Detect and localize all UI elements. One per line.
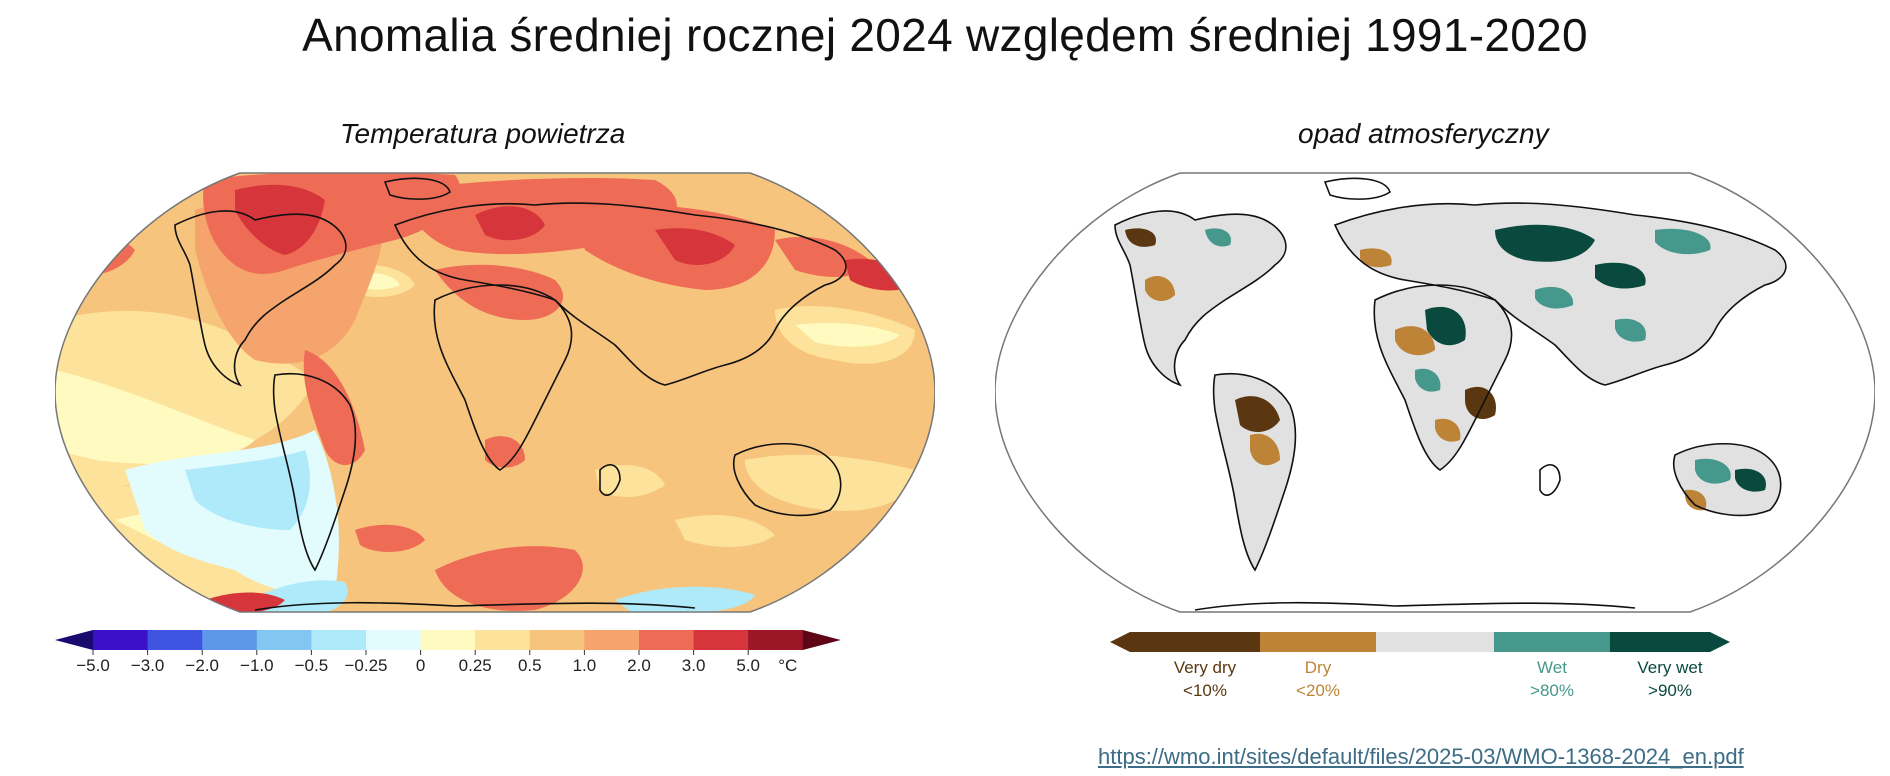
colorbar-tick-label: −3.0 xyxy=(131,656,165,675)
colorbar-tick-label: −5.0 xyxy=(76,656,110,675)
colorbar-tick-label: −1.0 xyxy=(240,656,274,675)
wet-label: Wet xyxy=(1537,658,1567,677)
continent-outlines-right xyxy=(1114,177,1787,611)
temperature-colorbar: −5.0 −3.0 −2.0 −1.0 −0.5 −0.25 0 0.25 0.5 1.0 2.0 3… xyxy=(55,630,841,675)
colorbar-swatch xyxy=(366,630,422,650)
wet-threshold: >80% xyxy=(1530,681,1574,700)
colorbar-swatch xyxy=(147,630,203,650)
dry-swatch xyxy=(1260,632,1376,652)
colorbar-swatch xyxy=(475,630,531,650)
colorbar-swatch xyxy=(93,630,149,650)
temperature-map-subtitle: Temperatura powietrza xyxy=(340,118,626,149)
colorbar-tick-label: 3.0 xyxy=(682,656,706,675)
colorbar-unit: °C xyxy=(778,656,797,675)
colorbar-swatch xyxy=(311,630,367,650)
colorbar-swatch xyxy=(639,630,695,650)
very-wet-label: Very wet xyxy=(1637,658,1702,677)
colorbar-tick-label: −0.5 xyxy=(295,656,329,675)
colorbar-swatch xyxy=(529,630,585,650)
map-frame xyxy=(55,172,935,613)
very-dry-label: Very dry xyxy=(1174,658,1237,677)
dry-threshold: <20% xyxy=(1296,681,1340,700)
normal-swatch xyxy=(1376,632,1494,652)
source-link[interactable]: https://wmo.int/sites/default/files/2025… xyxy=(1098,744,1744,769)
colorbar-tick-label: −0.25 xyxy=(344,656,387,675)
colorbar-max-extension xyxy=(802,630,841,650)
colorbar-tick-label: 1.0 xyxy=(573,656,597,675)
dry-label: Dry xyxy=(1305,658,1332,677)
temperature-field xyxy=(55,173,935,612)
precipitation-land-fill xyxy=(1115,203,1786,570)
colorbar-tick-label: 0.5 xyxy=(518,656,542,675)
page-title: Anomalia średniej rocznej 2024 względem … xyxy=(302,9,1588,61)
precipitation-map-subtitle: opad atmosferyczny xyxy=(1298,118,1549,149)
colorbar-tick-label: 2.0 xyxy=(627,656,651,675)
very-dry-threshold: <10% xyxy=(1183,681,1227,700)
continent-outlines xyxy=(174,177,847,611)
colorbar-tick-label: 0 xyxy=(416,656,425,675)
precipitation-anomaly-map xyxy=(995,172,1875,613)
colorbar-swatch xyxy=(693,630,749,650)
colorbar-min-extension xyxy=(55,630,93,650)
wet-swatch xyxy=(1494,632,1610,652)
colorbar-swatch xyxy=(748,630,804,650)
very-wet-swatch xyxy=(1610,632,1730,652)
colorbar-tick-label: −2.0 xyxy=(185,656,219,675)
colorbar-swatch xyxy=(420,630,476,650)
very-wet-threshold: >90% xyxy=(1648,681,1692,700)
colorbar-tick-label: 5.0 xyxy=(736,656,760,675)
very-dry-swatch xyxy=(1110,632,1260,652)
colorbar-tick-label: 0.25 xyxy=(459,656,492,675)
colorbar-swatch xyxy=(256,630,312,650)
colorbar-swatch xyxy=(202,630,258,650)
colorbar-swatch xyxy=(584,630,640,650)
temperature-anomaly-map xyxy=(55,172,935,613)
map-frame-right xyxy=(995,172,1875,613)
precipitation-colorbar: Very dry <10% Dry <20% Wet >80% Very wet… xyxy=(1110,632,1730,700)
